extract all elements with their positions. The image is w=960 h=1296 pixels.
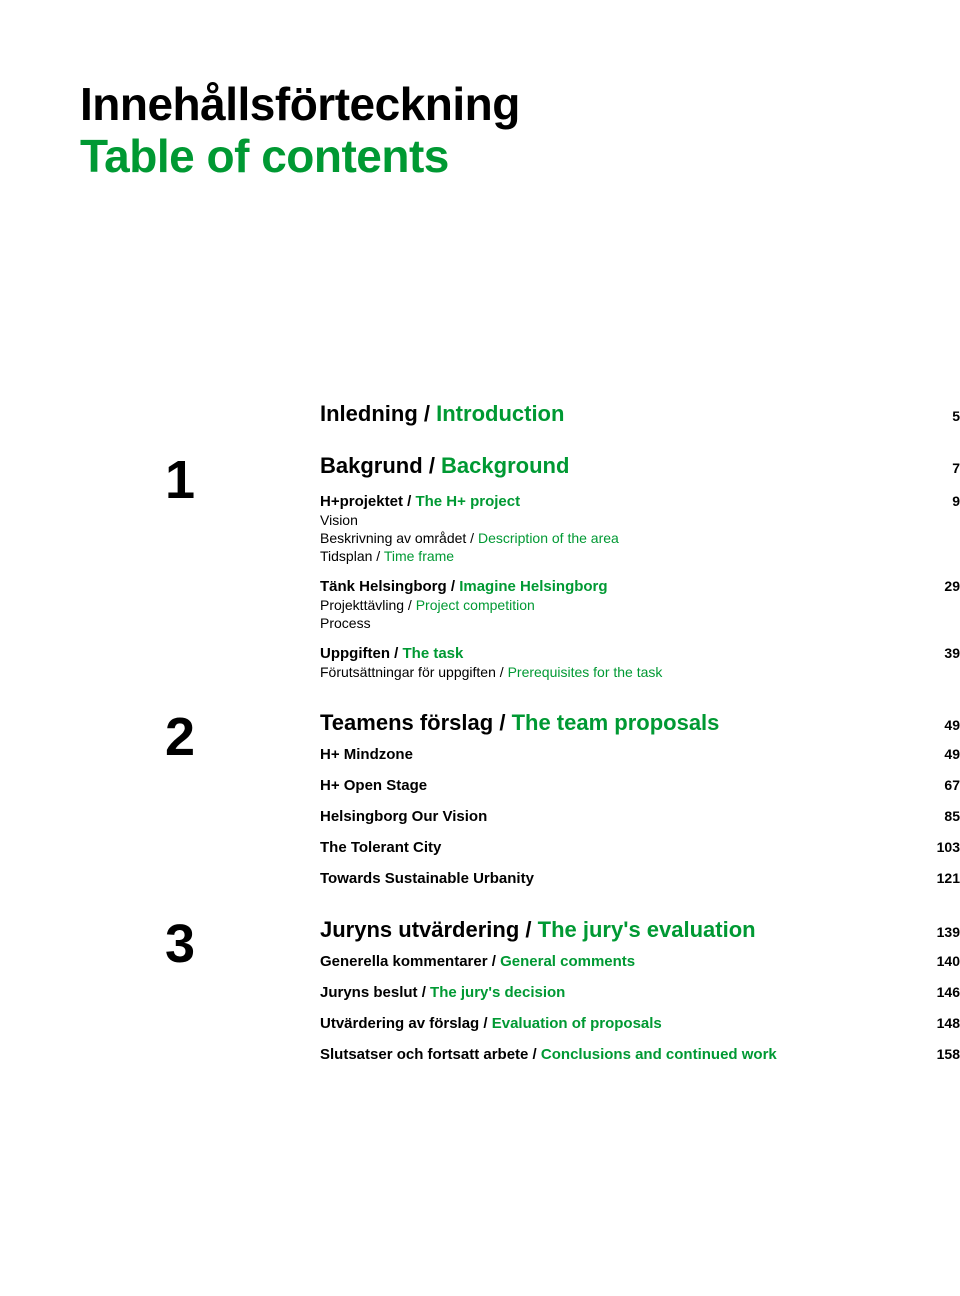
- sec2-item3: The Tolerant City: [320, 839, 441, 856]
- sec1-heading-en: Background: [441, 453, 569, 478]
- sec2-item3-page: 103: [920, 839, 960, 855]
- sec2-item0: H+ Mindzone: [320, 746, 413, 763]
- sec2-item2-page: 85: [920, 808, 960, 824]
- sec2-item2: Helsingborg Our Vision: [320, 808, 487, 825]
- sec1-g1-s1: Process: [320, 615, 371, 631]
- title-english: Table of contents: [80, 132, 960, 180]
- sec3-i0-en: General comments: [500, 953, 635, 970]
- sec1-g0-s2-sv: Tidsplan: [320, 548, 372, 564]
- sec1-g1-head-en: Imagine Helsingborg: [459, 578, 607, 595]
- sec3-i3-en: Conclusions and continued work: [541, 1046, 777, 1063]
- sec1-g0-head-sv: H+projektet: [320, 493, 403, 510]
- sec3-i2-sv: Utvärdering av förslag: [320, 1015, 479, 1032]
- sec2-item1-page: 67: [920, 777, 960, 793]
- sec1-g2-s0-en: Prerequisites for the task: [508, 664, 663, 680]
- sec1-g2-head-en: The task: [403, 645, 464, 662]
- sec2-heading-sv: Teamens förslag: [320, 710, 493, 735]
- sec1-g2-head-sv: Uppgiften: [320, 645, 390, 662]
- intro-sv: Inledning: [320, 401, 418, 426]
- section-number-2: 2: [165, 710, 193, 764]
- sec3-heading-sv: Juryns utvärdering: [320, 917, 519, 942]
- sec3-heading-page: 139: [920, 924, 960, 940]
- sec1-g0-head-page: 9: [920, 493, 960, 509]
- section-1: 1 Bakgrund / Background 7 H+projektet / …: [320, 453, 960, 680]
- section-2: 2 Teamens förslag / The team proposals 4…: [320, 710, 960, 887]
- sec1-g0-s1-sv: Beskrivning av området: [320, 530, 466, 546]
- section-number-3: 3: [165, 917, 193, 971]
- title-swedish: Innehållsförteckning: [80, 80, 960, 128]
- sec1-g0-s1-en: Description of the area: [478, 530, 619, 546]
- sec1-g1-s0-sv: Projekttävling: [320, 597, 404, 613]
- sec1-g2-s0-sv: Förutsättningar för uppgiften: [320, 664, 496, 680]
- sec1-g1-head-sv: Tänk Helsingborg: [320, 578, 447, 595]
- sec3-heading-en: The jury's evaluation: [538, 917, 756, 942]
- sec3-i1-page: 146: [920, 984, 960, 1000]
- intro-page: 5: [920, 408, 960, 424]
- sec3-i1-sv: Juryns beslut: [320, 984, 418, 1001]
- sec1-heading-sv: Bakgrund: [320, 453, 423, 478]
- sec1-g0-s0: Vision: [320, 512, 358, 528]
- section-3: 3 Juryns utvärdering / The jury's evalua…: [320, 917, 960, 1063]
- sec2-item0-page: 49: [920, 746, 960, 762]
- sec3-i0-sv: Generella kommentarer: [320, 953, 488, 970]
- sec1-g0-head-en: The H+ project: [415, 493, 520, 510]
- intro-en: Introduction: [436, 401, 564, 426]
- toc-content: Inledning / Introduction 5 1 Bakgrund / …: [320, 401, 960, 1063]
- sec3-i0-page: 140: [920, 953, 960, 969]
- title-block: Innehållsförteckning Table of contents: [80, 80, 960, 181]
- sec1-g1-s0-en: Project competition: [416, 597, 535, 613]
- sec2-item1: H+ Open Stage: [320, 777, 427, 794]
- sec1-heading-page: 7: [920, 460, 960, 476]
- toc-page: Innehållsförteckning Table of contents I…: [0, 0, 960, 1063]
- sec3-i3-sv: Slutsatser och fortsatt arbete: [320, 1046, 528, 1063]
- sec2-item4: Towards Sustainable Urbanity: [320, 870, 534, 887]
- sec3-i2-en: Evaluation of proposals: [492, 1015, 662, 1032]
- sec2-item4-page: 121: [920, 870, 960, 886]
- section-number-1: 1: [165, 453, 193, 507]
- sec1-g1-head-page: 29: [920, 578, 960, 594]
- sec3-i1-en: The jury's decision: [430, 984, 565, 1001]
- sec2-heading-en: The team proposals: [512, 710, 720, 735]
- sec1-g2-head-page: 39: [920, 645, 960, 661]
- sec2-heading-page: 49: [920, 717, 960, 733]
- intro-row: Inledning / Introduction 5: [320, 401, 960, 427]
- sec3-i3-page: 158: [920, 1046, 960, 1062]
- sec3-i2-page: 148: [920, 1015, 960, 1031]
- sec1-g0-s2-en: Time frame: [384, 548, 454, 564]
